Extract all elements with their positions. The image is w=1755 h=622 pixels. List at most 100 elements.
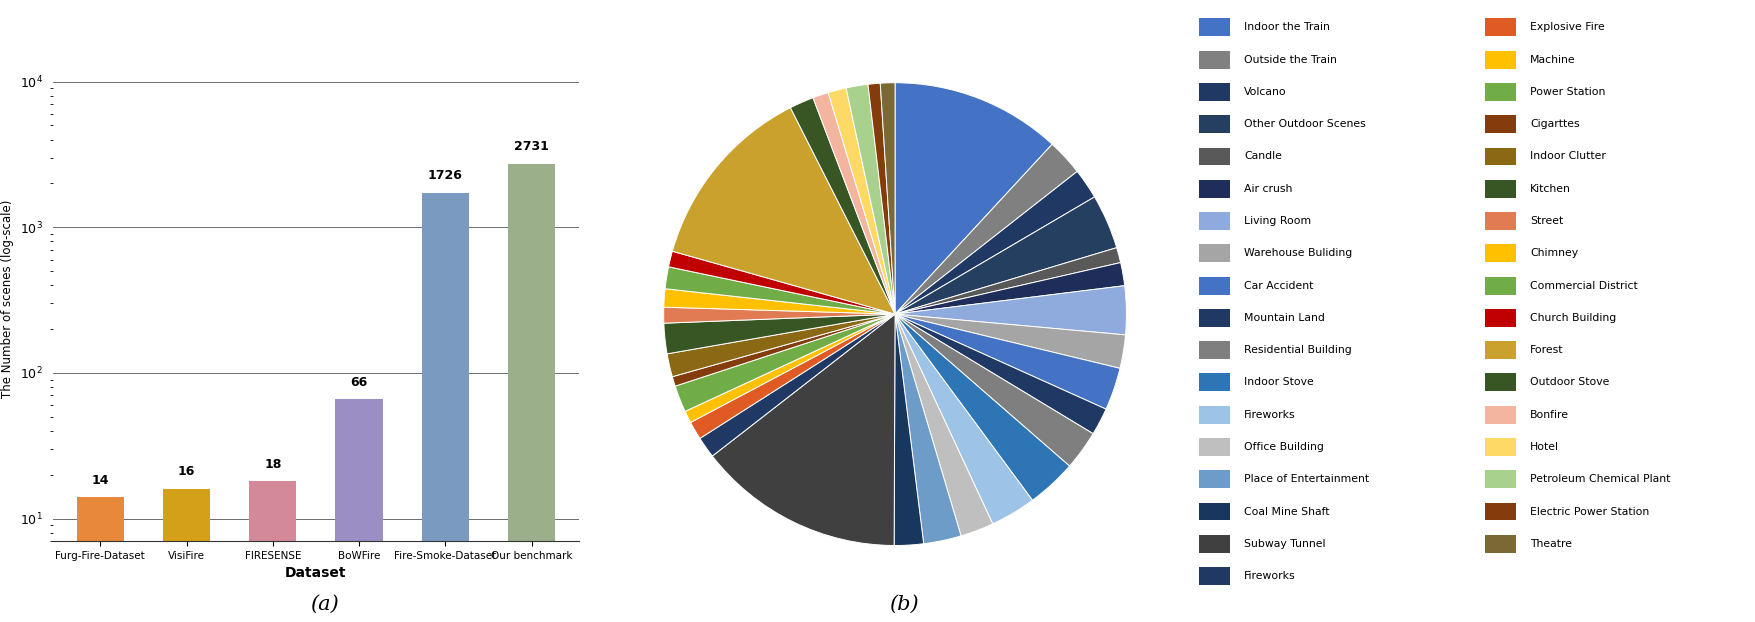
- Wedge shape: [676, 314, 895, 411]
- Text: Church Building: Church Building: [1530, 313, 1616, 323]
- Bar: [1485, 180, 1516, 198]
- Text: Forest: Forest: [1530, 345, 1564, 355]
- Text: Hotel: Hotel: [1530, 442, 1560, 452]
- Text: Power Station: Power Station: [1530, 87, 1606, 97]
- Bar: [1199, 309, 1230, 327]
- Bar: [1485, 50, 1516, 68]
- Text: Electric Power Station: Electric Power Station: [1530, 506, 1650, 516]
- Wedge shape: [672, 108, 895, 314]
- Bar: [1199, 147, 1230, 165]
- Wedge shape: [895, 83, 1053, 314]
- Wedge shape: [663, 314, 895, 354]
- Wedge shape: [665, 267, 895, 314]
- Text: Explosive Fire: Explosive Fire: [1530, 22, 1606, 32]
- Wedge shape: [684, 314, 895, 422]
- Text: 66: 66: [351, 376, 367, 389]
- Wedge shape: [895, 314, 1125, 368]
- Text: Outdoor Stove: Outdoor Stove: [1530, 378, 1609, 388]
- Wedge shape: [790, 98, 895, 314]
- X-axis label: Dataset: Dataset: [284, 567, 347, 580]
- Bar: [1485, 277, 1516, 295]
- Wedge shape: [895, 197, 1116, 314]
- Bar: [1199, 83, 1230, 101]
- Wedge shape: [895, 314, 962, 544]
- Text: Living Room: Living Room: [1244, 216, 1311, 226]
- Bar: [1199, 373, 1230, 391]
- Bar: [1485, 83, 1516, 101]
- Bar: [1199, 180, 1230, 198]
- Bar: [335, 399, 383, 622]
- Wedge shape: [895, 285, 1127, 335]
- Wedge shape: [690, 314, 895, 439]
- Text: Machine: Machine: [1530, 55, 1576, 65]
- Bar: [1485, 244, 1516, 262]
- Text: (b): (b): [890, 595, 918, 613]
- Text: Place of Entertainment: Place of Entertainment: [1244, 474, 1369, 485]
- Text: Warehouse Buliding: Warehouse Buliding: [1244, 248, 1351, 258]
- Bar: [163, 489, 211, 622]
- Text: Indoor Stove: Indoor Stove: [1244, 378, 1314, 388]
- Wedge shape: [895, 314, 1120, 409]
- Wedge shape: [895, 314, 1093, 466]
- Text: Car Accident: Car Accident: [1244, 281, 1313, 290]
- Wedge shape: [895, 314, 1032, 524]
- Bar: [1199, 19, 1230, 36]
- Text: Candle: Candle: [1244, 152, 1281, 162]
- Text: 2731: 2731: [514, 140, 549, 153]
- Text: Chimney: Chimney: [1530, 248, 1578, 258]
- Text: Residential Building: Residential Building: [1244, 345, 1351, 355]
- Text: Fireworks: Fireworks: [1244, 410, 1295, 420]
- Wedge shape: [895, 314, 1069, 500]
- Bar: [1199, 406, 1230, 424]
- Wedge shape: [869, 83, 895, 314]
- Text: Volcano: Volcano: [1244, 87, 1286, 97]
- Wedge shape: [828, 88, 895, 314]
- Wedge shape: [895, 172, 1095, 314]
- Bar: [1199, 277, 1230, 295]
- Bar: [1199, 50, 1230, 68]
- Text: Office Building: Office Building: [1244, 442, 1323, 452]
- Bar: [1485, 309, 1516, 327]
- Bar: [1485, 19, 1516, 36]
- Wedge shape: [893, 314, 923, 545]
- Wedge shape: [895, 144, 1078, 314]
- Wedge shape: [895, 262, 1125, 314]
- Text: 18: 18: [263, 458, 281, 471]
- Bar: [1485, 115, 1516, 133]
- Bar: [249, 481, 297, 622]
- Text: Outside the Train: Outside the Train: [1244, 55, 1337, 65]
- Text: Indoor the Train: Indoor the Train: [1244, 22, 1330, 32]
- Wedge shape: [881, 83, 895, 314]
- Text: Petroleum Chemical Plant: Petroleum Chemical Plant: [1530, 474, 1671, 485]
- Text: Air crush: Air crush: [1244, 183, 1292, 193]
- Text: Kitchen: Kitchen: [1530, 183, 1571, 193]
- Bar: [1199, 438, 1230, 456]
- Wedge shape: [672, 314, 895, 386]
- Text: (a): (a): [311, 595, 339, 613]
- Bar: [1485, 147, 1516, 165]
- Text: Subway Tunnel: Subway Tunnel: [1244, 539, 1325, 549]
- Text: 14: 14: [91, 474, 109, 487]
- Bar: [1485, 438, 1516, 456]
- Text: Cigarttes: Cigarttes: [1530, 119, 1580, 129]
- Text: Fireworks: Fireworks: [1244, 571, 1295, 581]
- Bar: [1199, 341, 1230, 359]
- Bar: [1199, 567, 1230, 585]
- Text: Mountain Land: Mountain Land: [1244, 313, 1325, 323]
- Wedge shape: [895, 314, 993, 536]
- Bar: [1199, 470, 1230, 488]
- Wedge shape: [895, 248, 1121, 314]
- Bar: [1199, 244, 1230, 262]
- Wedge shape: [713, 314, 895, 545]
- Bar: [1485, 470, 1516, 488]
- Text: Coal Mine Shaft: Coal Mine Shaft: [1244, 506, 1330, 516]
- Text: Indoor Clutter: Indoor Clutter: [1530, 152, 1606, 162]
- Bar: [1485, 212, 1516, 230]
- Wedge shape: [669, 251, 895, 314]
- Bar: [1199, 115, 1230, 133]
- Wedge shape: [663, 307, 895, 323]
- Bar: [1485, 535, 1516, 553]
- Text: Commercial District: Commercial District: [1530, 281, 1637, 290]
- Bar: [1199, 212, 1230, 230]
- Bar: [1485, 373, 1516, 391]
